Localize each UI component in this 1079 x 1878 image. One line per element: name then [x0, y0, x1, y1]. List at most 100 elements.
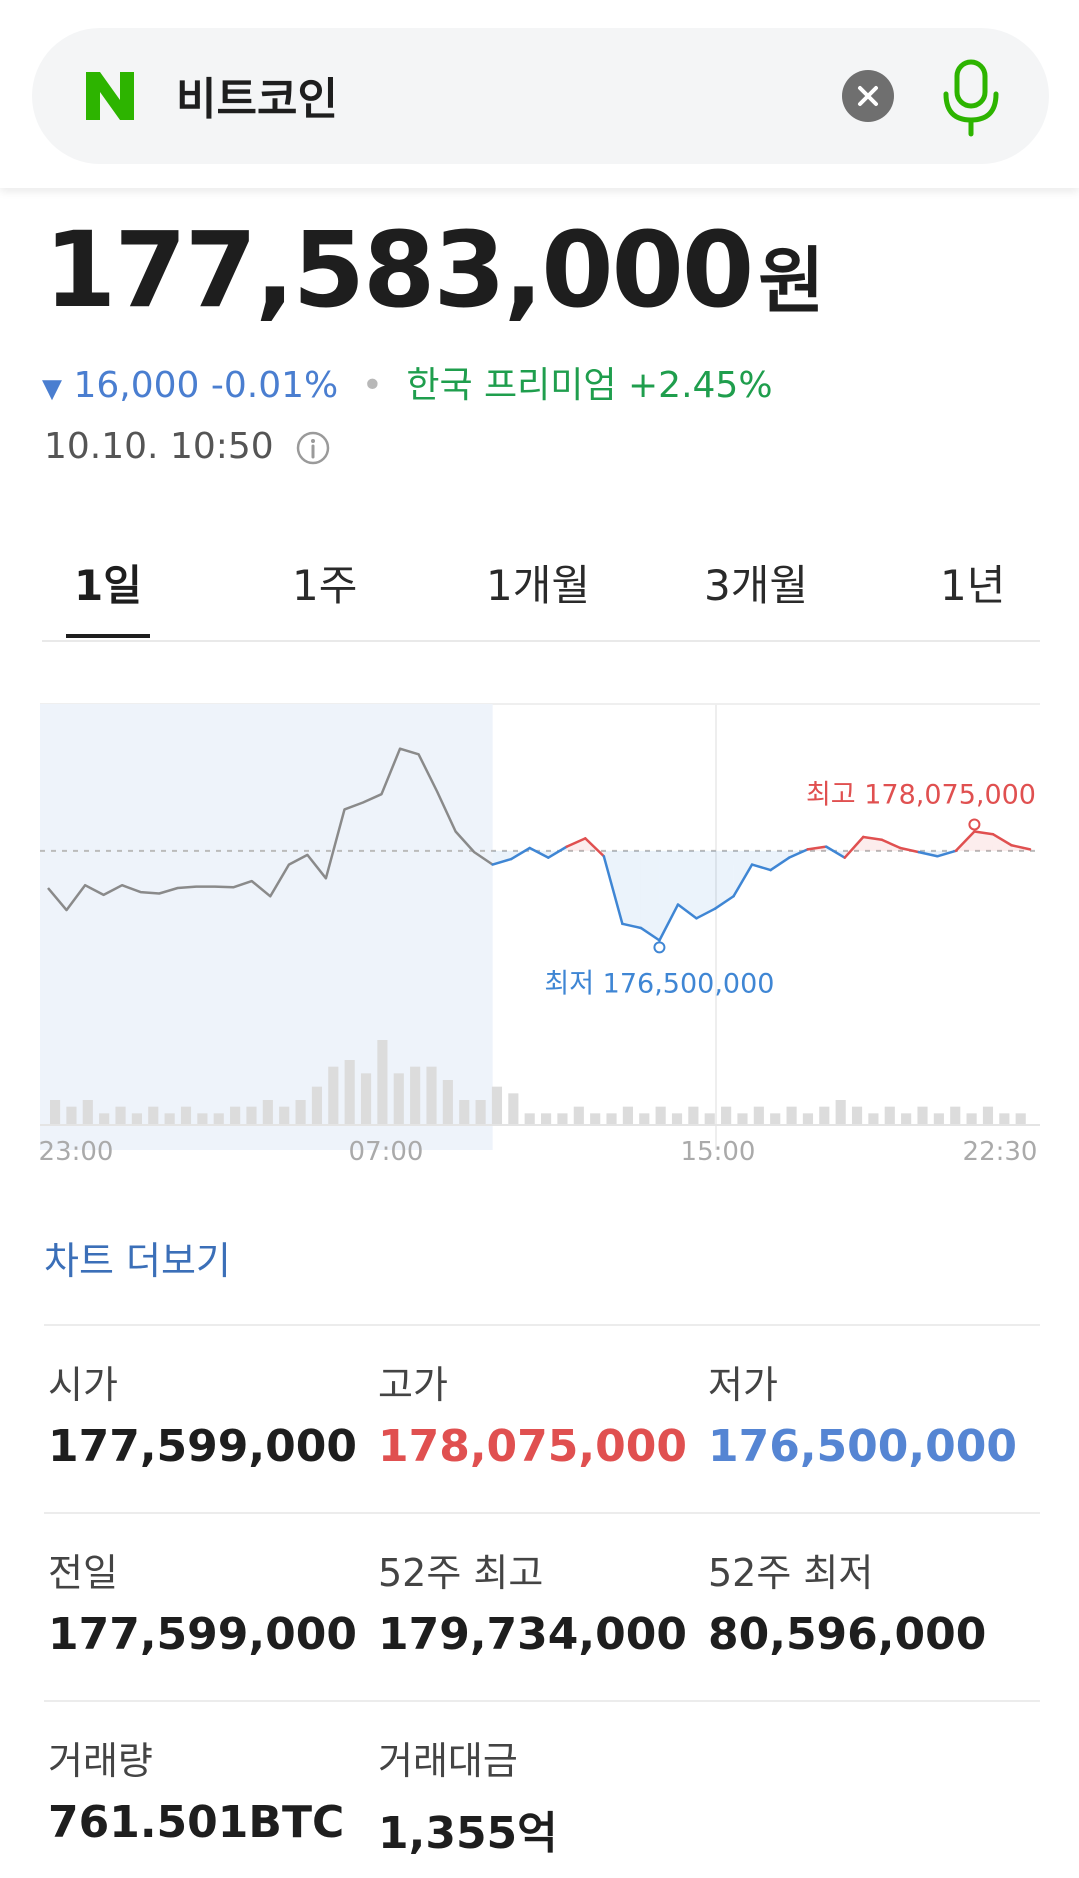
- price-line-up-segment: [1010, 844, 1032, 851]
- tab-1week[interactable]: 1주: [292, 561, 358, 610]
- price-chart[interactable]: 23:00 07:00 15:00 22:30 최고 178,075,000 최저 176…: [40, 700, 1040, 1170]
- volume-bar: [770, 1113, 781, 1124]
- volume-bar: [311, 1086, 323, 1124]
- stat-value: 1,355억: [378, 1808, 558, 1859]
- stat-value: 80,596,000: [708, 1609, 987, 1660]
- price-line-up-segment: [843, 835, 865, 859]
- stat-value: 177,599,000: [48, 1609, 357, 1660]
- volume-bar: [950, 1106, 961, 1124]
- price-line-down-segment: [732, 863, 754, 898]
- low-marker: [653, 941, 666, 954]
- volume-bar: [459, 1100, 470, 1124]
- volume-bar: [671, 1113, 683, 1124]
- price-line-down-segment: [787, 848, 809, 859]
- korea-premium-label: 한국 프리미엄: [406, 365, 617, 406]
- naver-logo-icon: [86, 72, 134, 120]
- volume-bar: [1015, 1113, 1026, 1124]
- price-line-up-segment: [973, 830, 995, 836]
- search-bar[interactable]: 비트코인: [32, 28, 1049, 164]
- volume-bar: [753, 1106, 764, 1124]
- quote-timestamp: 10.10. 10:50: [44, 426, 331, 467]
- price-line-down-segment: [936, 849, 958, 858]
- stat-open: 시가 177,599,000: [48, 1354, 357, 1472]
- tab-3months[interactable]: 3개월: [704, 561, 809, 610]
- volume-bar: [442, 1080, 453, 1124]
- volume-bar: [475, 1100, 486, 1124]
- price-line-up-segment: [954, 830, 976, 853]
- volume-bar: [802, 1113, 814, 1124]
- divider: [44, 1512, 1040, 1514]
- area-fill-segment: [937, 850, 956, 857]
- close-icon: [858, 86, 878, 106]
- stat-label: 고가: [378, 1363, 448, 1407]
- volume-bar: [99, 1113, 110, 1124]
- volume-bar: [164, 1113, 175, 1124]
- area-fill-segment: [622, 850, 641, 928]
- price-line-up-segment: [880, 838, 902, 850]
- volume-bar: [721, 1106, 732, 1124]
- volume-bar: [704, 1113, 715, 1124]
- microphone-icon[interactable]: [938, 58, 1004, 138]
- history-line: [47, 747, 494, 912]
- area-fill-segment: [715, 850, 734, 909]
- stat-volume: 거래량 761.501BTC: [48, 1730, 344, 1848]
- area-fill-segment: [492, 850, 512, 865]
- volume-bar: [115, 1106, 126, 1124]
- volume-bar: [279, 1106, 290, 1124]
- more-chart-link[interactable]: 차트 더보기: [44, 1239, 231, 1283]
- price-line-down-segment: [769, 856, 791, 872]
- volume-bar: [180, 1106, 192, 1124]
- stat-low: 저가 176,500,000: [708, 1354, 1017, 1472]
- price-change-row: ▼ 16,000 -0.01% • 한국 프리미엄 +2.45%: [42, 356, 773, 408]
- info-icon[interactable]: [295, 430, 331, 466]
- stat-label: 52주 최저: [708, 1551, 874, 1595]
- price-line-down-segment: [509, 846, 531, 861]
- x-tick-label: 15:00: [681, 1137, 756, 1167]
- volume-bar: [786, 1106, 797, 1124]
- volume-bar: [982, 1106, 994, 1124]
- search-query[interactable]: 비트코인: [176, 74, 338, 125]
- stat-52w-low: 52주 최저 80,596,000: [708, 1542, 986, 1660]
- down-triangle-icon: ▼: [42, 374, 62, 404]
- volume-bar: [262, 1100, 273, 1124]
- stat-label: 저가: [708, 1363, 778, 1407]
- stat-label: 시가: [48, 1363, 118, 1407]
- area-fill-segment: [696, 850, 716, 919]
- volume-bar: [393, 1073, 404, 1124]
- divider: [44, 1700, 1040, 1702]
- low-label: 최저 176,500,000: [544, 968, 774, 999]
- price-line-down-segment: [547, 845, 569, 859]
- stat-label: 52주 최고: [378, 1551, 544, 1595]
- change-percent: -0.01%: [210, 365, 339, 406]
- divider: [44, 1324, 1040, 1326]
- price-line-down-segment: [917, 850, 939, 858]
- volume-bar: [622, 1106, 633, 1124]
- stat-value: 176,500,000: [708, 1421, 1017, 1472]
- tab-1day[interactable]: 1일: [74, 561, 142, 610]
- tab-1month[interactable]: 1개월: [486, 561, 591, 610]
- clear-search-button[interactable]: [842, 70, 894, 122]
- volume-bar: [66, 1106, 77, 1124]
- volume-bar: [295, 1100, 306, 1124]
- volume-bar: [344, 1060, 355, 1124]
- volume-bar: [639, 1113, 650, 1124]
- search-header: 비트코인: [0, 0, 1079, 188]
- history-shade: [40, 704, 493, 1150]
- volume-bar: [819, 1106, 830, 1124]
- price-line-down-segment: [658, 903, 680, 942]
- stat-label: 거래대금: [378, 1739, 518, 1783]
- price-line-down-segment: [639, 926, 661, 942]
- price-line-down-segment: [676, 903, 698, 920]
- stat-trade-value: 거래대금 1,355억: [378, 1730, 558, 1861]
- area-fill-segment: [863, 836, 882, 851]
- area-fill-segment: [733, 850, 753, 897]
- volume-bar: [557, 1113, 568, 1124]
- x-tick-label: 22:30: [963, 1137, 1038, 1167]
- tab-1year[interactable]: 1년: [940, 561, 1006, 610]
- volume-bar: [230, 1106, 241, 1124]
- area-fill-segment: [770, 850, 790, 871]
- volume-bar: [50, 1100, 61, 1124]
- volume-bar: [213, 1113, 224, 1124]
- price-line-up-segment: [991, 832, 1013, 847]
- separator-dot: •: [361, 365, 383, 406]
